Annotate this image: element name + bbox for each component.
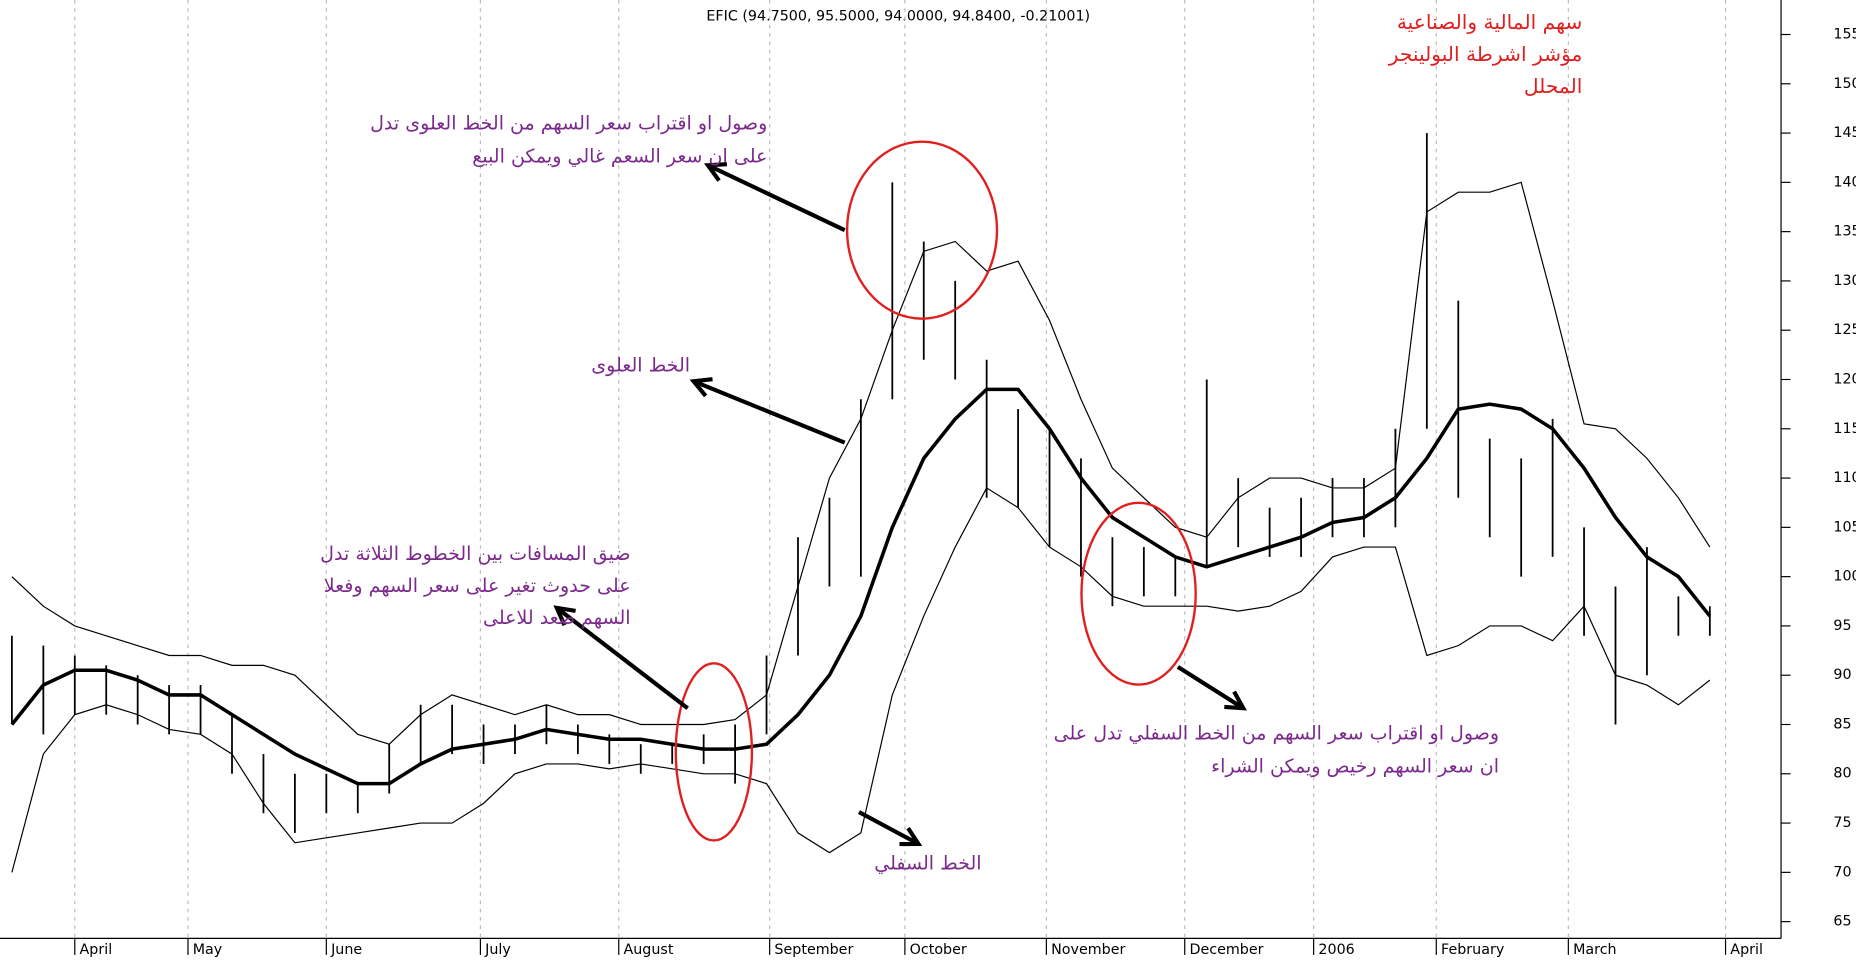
highlight-ellipse bbox=[674, 662, 754, 842]
x-tick-label: March bbox=[1573, 942, 1617, 958]
annotation: سهم المالية والصناعية bbox=[1397, 10, 1583, 34]
highlight-ellipse bbox=[845, 140, 999, 320]
highlight-ellipse bbox=[1080, 501, 1197, 686]
x-tick-label: February bbox=[1441, 942, 1504, 958]
arrow bbox=[692, 379, 846, 445]
arrow bbox=[706, 163, 846, 233]
arrow-head bbox=[899, 826, 923, 847]
y-tick-label: 135 bbox=[1833, 224, 1856, 240]
y-tick-label: 155 bbox=[1833, 27, 1856, 43]
x-tick-label: June bbox=[330, 942, 362, 958]
y-tick-label: 80 bbox=[1833, 766, 1851, 782]
annotation: على حدوث تغير على سعر السهم وفعلا bbox=[324, 575, 631, 597]
chart-title: EFIC (94.7500, 95.5000, 94.0000, 94.8400… bbox=[706, 9, 1090, 25]
annotation: مؤشر اشرطة البولينجر bbox=[1388, 42, 1583, 66]
y-tick-label: 90 bbox=[1833, 667, 1851, 683]
x-tick-label: October bbox=[910, 942, 967, 958]
middle-band bbox=[10, 387, 1712, 786]
band-line bbox=[11, 487, 1711, 873]
annotation: الخط السفلي bbox=[874, 853, 981, 875]
x-tick-label: November bbox=[1051, 942, 1125, 958]
arrow-head bbox=[1224, 690, 1247, 711]
y-tick-label: 130 bbox=[1833, 273, 1856, 289]
annotation: وصول او اقتراب سعر السهم من الخط العلوى … bbox=[370, 112, 767, 134]
annotation: المحلل bbox=[1524, 74, 1582, 98]
x-tick-label: May bbox=[193, 942, 223, 958]
y-tick-label: 145 bbox=[1833, 125, 1856, 141]
y-tick-label: 85 bbox=[1833, 717, 1851, 733]
y-tick-label: 95 bbox=[1833, 618, 1851, 634]
y-tick-label: 65 bbox=[1833, 914, 1851, 930]
y-tick-label: 120 bbox=[1833, 372, 1856, 388]
arrow-head bbox=[703, 162, 728, 182]
y-tick-label: 140 bbox=[1833, 174, 1856, 190]
arrow bbox=[1176, 665, 1245, 710]
arrow-head bbox=[689, 377, 713, 398]
x-tick-label: 2006 bbox=[1318, 942, 1354, 958]
annotation: ضيق المسافات بين الخطوط الثلاثة تدل bbox=[320, 543, 630, 565]
x-tick-label: August bbox=[624, 942, 674, 958]
y-tick-label: 100 bbox=[1833, 569, 1856, 585]
annotation: السهم صعد للاعلى bbox=[483, 607, 631, 629]
arrow-head bbox=[553, 605, 576, 627]
y-tick-label: 70 bbox=[1833, 864, 1851, 880]
annotation: الخط العلوى bbox=[591, 354, 690, 376]
y-tick-label: 150 bbox=[1833, 76, 1856, 92]
arrow bbox=[858, 810, 920, 846]
y-tick-label: 110 bbox=[1833, 470, 1856, 486]
y-tick-label: 75 bbox=[1833, 815, 1851, 831]
annotation: ان سعر السهم رخيص ويمكن الشراء bbox=[1211, 756, 1499, 778]
x-tick-label: December bbox=[1189, 942, 1263, 958]
x-tick-label: April bbox=[1730, 942, 1763, 958]
y-tick-label: 115 bbox=[1833, 421, 1856, 437]
annotation: على ان سعر السعم غالي ويمكن البيع bbox=[472, 146, 767, 168]
annotation: وصول او اقتراب سعر السهم من الخط السفلي … bbox=[1054, 723, 1499, 745]
y-tick-label: 125 bbox=[1833, 322, 1856, 338]
y-tick-label: 105 bbox=[1833, 519, 1856, 535]
x-tick-label: April bbox=[80, 942, 113, 958]
arrow bbox=[555, 606, 689, 710]
x-tick-label: September bbox=[774, 942, 853, 958]
x-tick-label: July bbox=[484, 942, 511, 958]
